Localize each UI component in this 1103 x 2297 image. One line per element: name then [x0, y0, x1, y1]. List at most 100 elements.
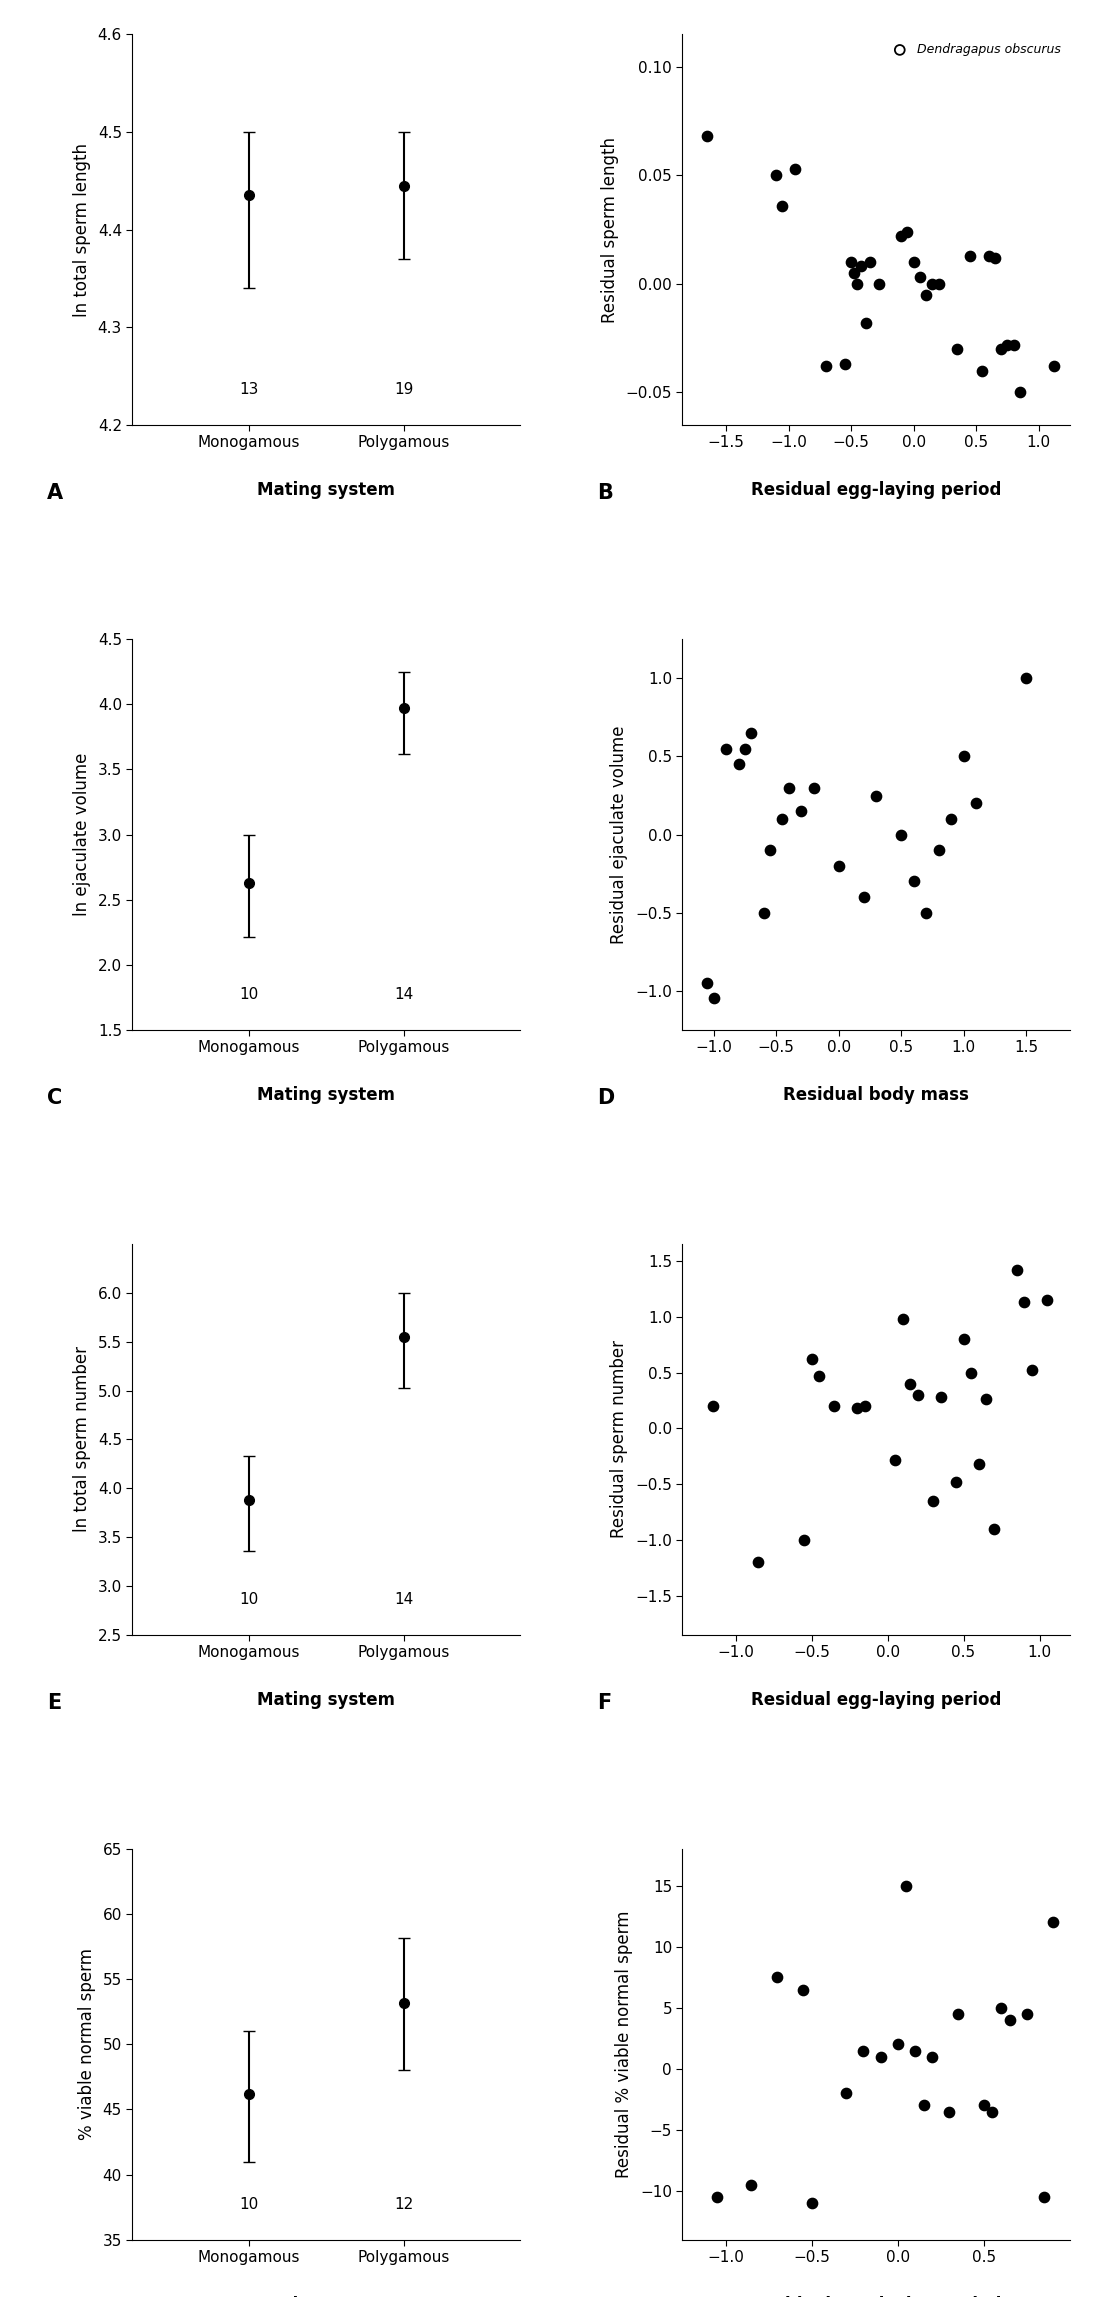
Point: [826, 1387, 844, 1424]
Point: [861, 243, 879, 280]
Point: [730, 747, 748, 783]
Point: [904, 243, 922, 280]
Point: [1038, 1282, 1056, 1318]
Y-axis label: ln total sperm length: ln total sperm length: [73, 142, 90, 317]
Point: [773, 188, 791, 225]
Point: [975, 2088, 993, 2125]
Point: [904, 864, 922, 900]
Point: [899, 214, 917, 250]
Point: [750, 1544, 768, 1580]
Point: [1000, 2001, 1018, 2037]
Point: [870, 266, 888, 303]
Point: [918, 894, 935, 930]
Point: [769, 1959, 786, 1996]
Point: [942, 802, 960, 838]
Y-axis label: ln ejaculate volume: ln ejaculate volume: [73, 753, 90, 917]
Text: E: E: [47, 1693, 62, 1714]
Text: 14: 14: [394, 1592, 414, 1608]
Point: [947, 1463, 965, 1500]
Text: A: A: [47, 482, 63, 503]
Point: [923, 266, 941, 303]
Y-axis label: Residual sperm length: Residual sperm length: [601, 136, 619, 322]
Point: [950, 1996, 967, 2033]
Point: [848, 1390, 866, 1426]
Point: [932, 1378, 950, 1415]
Point: [1036, 2178, 1053, 2214]
Point: [930, 832, 947, 868]
Point: [924, 1482, 942, 1518]
Point: [918, 276, 935, 312]
Point: [1024, 1353, 1041, 1390]
Point: [892, 218, 910, 255]
X-axis label: Mating system: Mating system: [257, 1086, 395, 1103]
Point: [843, 243, 860, 280]
Point: [1005, 326, 1022, 363]
Point: [898, 1867, 915, 1904]
Point: [792, 792, 810, 829]
Point: [704, 1387, 721, 1424]
Point: [803, 1341, 821, 1378]
Point: [955, 737, 973, 774]
Point: [817, 347, 835, 384]
Text: D: D: [597, 1089, 614, 1107]
Point: [1011, 374, 1029, 411]
Point: [901, 1364, 919, 1401]
Point: [907, 2033, 924, 2070]
Point: [1017, 659, 1035, 696]
X-axis label: Residual egg-laying period: Residual egg-laying period: [751, 480, 1002, 498]
Point: [967, 786, 985, 822]
Point: [768, 156, 785, 193]
Point: [698, 117, 716, 154]
Point: [794, 1971, 812, 2008]
Point: [742, 2166, 760, 2203]
Point: [962, 1355, 979, 1392]
Point: [836, 345, 854, 381]
Text: 19: 19: [394, 381, 414, 397]
Y-axis label: % viable normal sperm: % viable normal sperm: [77, 1948, 96, 2141]
Point: [855, 880, 872, 917]
Text: 14: 14: [394, 988, 414, 1001]
Point: [856, 1387, 874, 1424]
Point: [867, 776, 885, 813]
Point: [848, 266, 866, 303]
Text: F: F: [597, 1693, 611, 1714]
Point: [984, 2093, 1002, 2129]
Text: 12: 12: [394, 2198, 414, 2212]
Point: [986, 239, 1004, 276]
Point: [857, 306, 875, 342]
Point: [961, 237, 978, 273]
Point: [698, 965, 716, 1001]
Point: [949, 331, 966, 368]
Point: [1043, 1904, 1061, 1941]
Point: [923, 2037, 941, 2074]
Y-axis label: Residual sperm number: Residual sperm number: [610, 1341, 629, 1539]
Text: C: C: [47, 1089, 63, 1107]
Point: [998, 326, 1016, 363]
Y-axis label: ln total sperm number: ln total sperm number: [73, 1346, 90, 1532]
Point: [811, 1358, 828, 1394]
Point: [911, 260, 929, 296]
Point: [795, 1521, 813, 1557]
Point: [837, 2074, 855, 2111]
Point: [889, 2026, 907, 2063]
X-axis label: Mating system: Mating system: [257, 480, 395, 498]
Point: [871, 2037, 889, 2074]
X-axis label: Mating system: Mating system: [257, 1691, 395, 1709]
Point: [742, 714, 760, 751]
Y-axis label: Residual % viable normal sperm: Residual % viable normal sperm: [615, 1911, 633, 2178]
Point: [887, 1440, 904, 1477]
Point: [845, 255, 863, 292]
Point: [773, 802, 791, 838]
Point: [955, 1321, 973, 1358]
Point: [805, 769, 823, 806]
Text: 10: 10: [239, 2198, 258, 2212]
Point: [708, 2178, 726, 2214]
Point: [786, 152, 804, 188]
Y-axis label: Residual ejaculate volume: Residual ejaculate volume: [610, 726, 629, 944]
Point: [993, 1989, 1010, 2026]
Point: [1045, 347, 1062, 384]
X-axis label: Residual body mass: Residual body mass: [783, 1086, 970, 1103]
Point: [855, 2033, 872, 2070]
Point: [761, 832, 779, 868]
Point: [941, 2093, 959, 2129]
